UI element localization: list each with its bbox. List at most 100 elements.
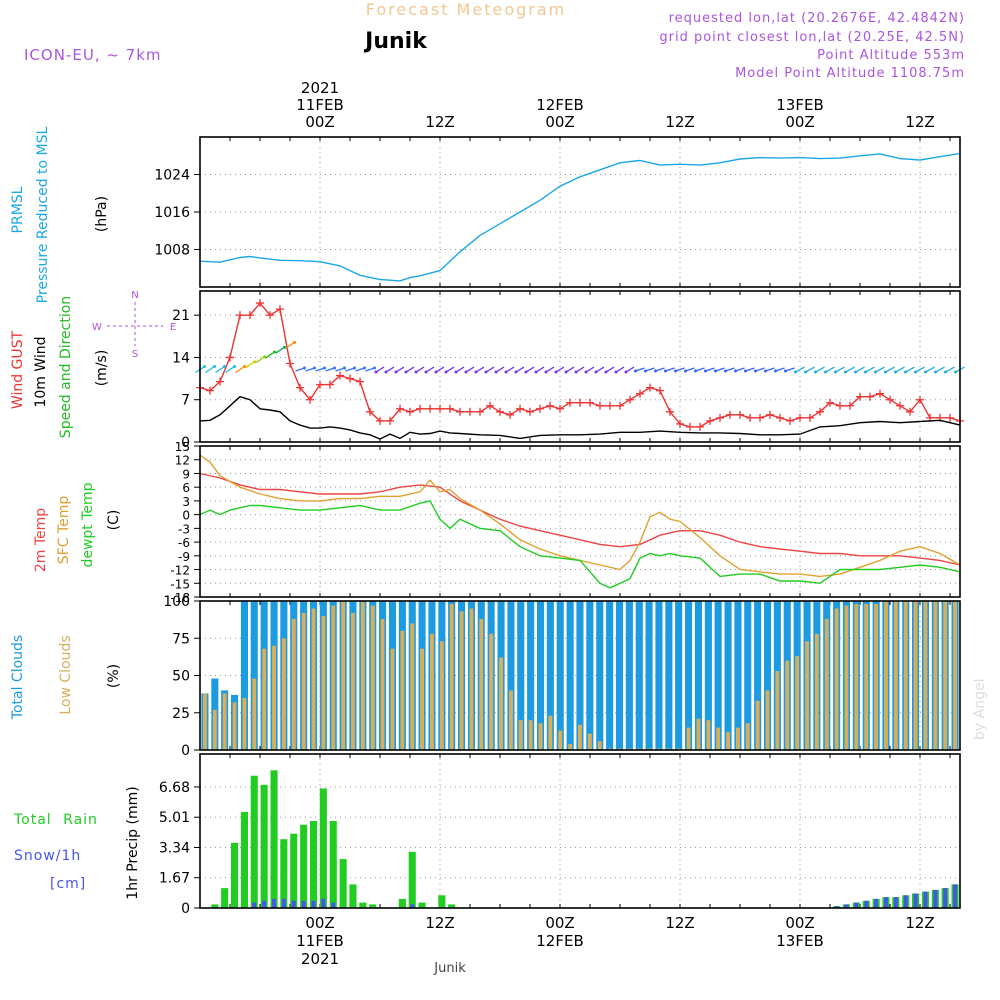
- gust-marker: [346, 374, 354, 383]
- wind-arrow: [495, 366, 505, 373]
- wind-arrow-head: [704, 369, 707, 373]
- temperature-ytick-label: -9: [178, 550, 190, 564]
- wind-series-0: [199, 302, 961, 428]
- wind-arrow: [625, 366, 635, 373]
- precip-ytick-label: 3.34: [159, 840, 190, 856]
- pressure-panel: 1008 1016 1024: [154, 136, 961, 288]
- clouds-bar: [518, 720, 523, 750]
- precip-bar: [903, 895, 908, 908]
- wind-arrow-head: [804, 370, 807, 374]
- wind-arrow-head: [894, 370, 897, 374]
- clouds-bar: [615, 601, 623, 750]
- temperature-ytick-label: -3: [178, 522, 190, 536]
- clouds-bar: [449, 604, 454, 750]
- gust-marker: [556, 404, 564, 413]
- total-clouds-ylabel: Total Clouds: [10, 635, 26, 720]
- precip-bar: [329, 821, 337, 908]
- clouds-bar: [734, 601, 742, 750]
- clouds-bar: [834, 608, 839, 750]
- gust-marker: [506, 410, 514, 419]
- wind-arrow-head: [444, 370, 448, 374]
- clouds-bar: [537, 601, 545, 750]
- wind-panel: 0 7 14 21: [172, 290, 965, 451]
- clouds-bar: [744, 601, 752, 750]
- wind-arrow-head: [293, 340, 296, 344]
- pressure-ylabel-1: PRMSL: [10, 186, 26, 233]
- clouds-bar: [568, 744, 573, 750]
- precip-bar: [252, 902, 257, 908]
- precip-bar: [369, 904, 377, 908]
- bottom-time-label: 00Z: [785, 914, 814, 932]
- clouds-bar: [489, 633, 494, 750]
- wind-arrow-head: [213, 365, 216, 369]
- precip-bar: [300, 824, 308, 908]
- clouds-bar: [360, 601, 365, 750]
- wind-arrow-head: [864, 370, 867, 374]
- precip-frame: [199, 753, 961, 909]
- clouds-bar: [587, 733, 592, 750]
- gust-marker: [716, 413, 724, 422]
- wind-arrow: [945, 366, 955, 373]
- gust-marker: [776, 413, 784, 422]
- wind-arrow-head: [424, 370, 428, 374]
- wind-arrow-head: [814, 370, 817, 374]
- gust-marker: [296, 383, 304, 392]
- gust-marker: [886, 395, 894, 404]
- gust-marker: [566, 398, 574, 407]
- wind-arrow-head: [854, 370, 857, 374]
- clouds-bar: [625, 601, 633, 750]
- clouds-bar: [331, 605, 336, 750]
- clouds-bar: [665, 601, 673, 750]
- precip-bar: [913, 893, 918, 908]
- clouds-bar: [864, 604, 869, 750]
- clouds-bar: [321, 615, 326, 750]
- precip-bar: [290, 833, 298, 908]
- precip-bar: [301, 900, 306, 908]
- model-label: ICON-EU, ~ 7km: [24, 46, 162, 64]
- clouds-bar: [528, 720, 533, 750]
- clouds-bar: [775, 671, 780, 750]
- clouds-bar: [714, 601, 722, 750]
- precip-bar: [923, 891, 928, 908]
- gust-marker: [356, 377, 364, 386]
- wind-arrow: [275, 346, 285, 354]
- wind-arrow: [475, 366, 485, 373]
- wind-arrow-head: [554, 370, 558, 374]
- gust-marker: [266, 311, 274, 320]
- gust-marker: [706, 416, 714, 425]
- wind-arrow-head: [724, 369, 727, 373]
- gust-marker: [326, 380, 334, 389]
- wind-arrow: [885, 366, 895, 373]
- clouds-bar: [805, 641, 809, 750]
- precip-bar: [272, 898, 276, 908]
- gust-marker: [876, 389, 884, 398]
- wind-arrow-head: [744, 369, 747, 373]
- clouds-bar: [240, 601, 248, 750]
- wind-arrow-head: [524, 370, 528, 374]
- top-time-label: 13FEB: [776, 96, 823, 114]
- wind-arrow: [355, 367, 365, 372]
- sfc-ylabel: SFC Temp: [56, 496, 72, 565]
- wind-arrow: [385, 366, 395, 373]
- pressure-ytick-label: 1016: [154, 205, 190, 221]
- clouds-bar: [548, 715, 553, 750]
- wind-arrow: [575, 366, 585, 373]
- clouds-bar: [726, 732, 730, 750]
- wind-arrow-head: [594, 370, 598, 374]
- wind-arrow-head: [644, 369, 647, 373]
- precip-bar: [933, 889, 938, 908]
- bottom-time-label: 11FEB: [296, 932, 343, 950]
- compass-rose: N S W E: [92, 290, 176, 360]
- gust-marker: [616, 401, 624, 410]
- gust-marker: [546, 401, 554, 410]
- wind-arrow-head: [824, 370, 827, 374]
- wind-arrow: [585, 366, 595, 373]
- precip-bar: [280, 839, 288, 908]
- clouds-bar: [675, 601, 683, 750]
- top-time-label: 00Z: [785, 113, 814, 131]
- clouds-bar: [724, 601, 732, 750]
- wind-arrow: [405, 366, 415, 373]
- clouds-bar: [507, 601, 515, 750]
- wind-arrow: [925, 366, 935, 373]
- gust-marker: [216, 377, 224, 386]
